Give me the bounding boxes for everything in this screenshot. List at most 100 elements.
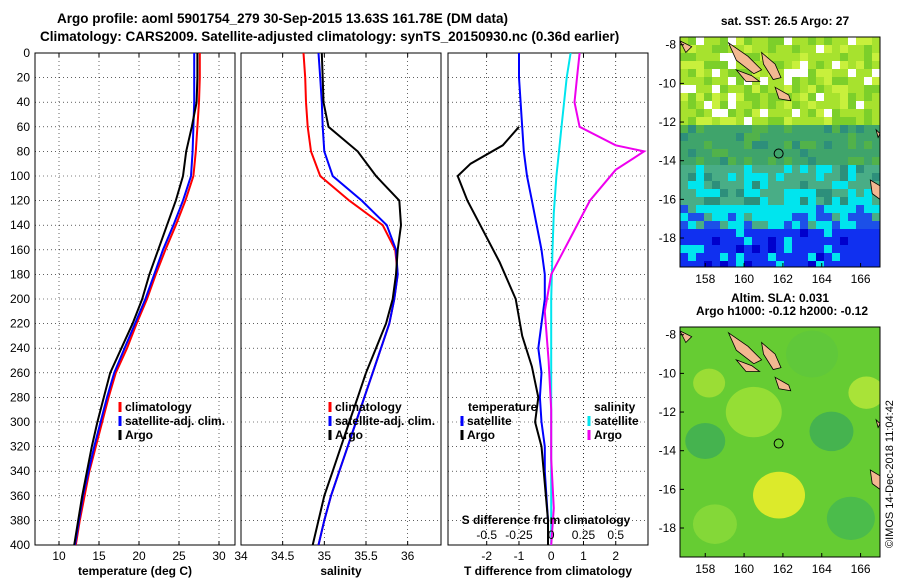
sst-cell bbox=[840, 205, 848, 213]
sst-cell bbox=[704, 109, 712, 117]
sst-cell bbox=[832, 245, 840, 253]
sst-cell bbox=[824, 45, 832, 53]
sst-cell bbox=[680, 61, 688, 69]
sst-cell bbox=[784, 125, 792, 133]
sst-cell bbox=[832, 229, 840, 237]
sst-cell bbox=[872, 85, 880, 93]
sst-cell bbox=[848, 229, 856, 237]
sst-cell bbox=[736, 261, 744, 267]
sst-cell bbox=[680, 125, 688, 133]
sst-cell bbox=[720, 229, 728, 237]
y-tick-label: 280 bbox=[10, 390, 30, 404]
legend-title-temperature: temperature bbox=[468, 400, 538, 414]
sst-cell bbox=[824, 261, 832, 267]
sst-cell bbox=[760, 85, 768, 93]
sst-cell bbox=[760, 101, 768, 109]
sst-cell bbox=[728, 77, 736, 85]
sst-cell bbox=[848, 133, 856, 141]
sst-cell bbox=[816, 37, 824, 45]
sst-cell bbox=[728, 93, 736, 101]
series-line-t-satellite bbox=[518, 53, 549, 545]
sst-cell bbox=[856, 173, 864, 181]
sst-cell bbox=[840, 221, 848, 229]
sst-cell bbox=[696, 133, 704, 141]
x2-tick-label: -0.5 bbox=[476, 528, 497, 542]
sst-cell bbox=[824, 141, 832, 149]
sst-cell bbox=[768, 133, 776, 141]
sst-cell bbox=[704, 77, 712, 85]
sst-cell bbox=[704, 85, 712, 93]
sst-cell bbox=[744, 37, 752, 45]
island-shape bbox=[727, 331, 763, 365]
x2-tick-label: -0.25 bbox=[505, 528, 533, 542]
sst-cell bbox=[824, 133, 832, 141]
sst-cell bbox=[856, 109, 864, 117]
x2-axis-label: S difference from climatology bbox=[462, 513, 631, 527]
sst-cell bbox=[752, 173, 760, 181]
sst-cell bbox=[872, 173, 880, 181]
sst-cell bbox=[824, 117, 832, 125]
map-y-tick-label: -18 bbox=[659, 231, 677, 245]
sst-cell bbox=[808, 37, 816, 45]
sst-cell bbox=[696, 245, 704, 253]
sst-cell bbox=[840, 45, 848, 53]
sst-cell bbox=[792, 61, 800, 69]
sst-cell bbox=[856, 245, 864, 253]
sst-cell bbox=[792, 261, 800, 267]
sst-cell bbox=[776, 205, 784, 213]
sst-cell bbox=[832, 237, 840, 245]
sst-cell bbox=[816, 133, 824, 141]
grid bbox=[35, 52, 235, 546]
sst-cell bbox=[696, 229, 704, 237]
sst-cell bbox=[768, 181, 776, 189]
sst-cell bbox=[816, 69, 824, 77]
sst-cell bbox=[752, 101, 760, 109]
series-line-s-argo bbox=[543, 53, 647, 545]
sst-cell bbox=[848, 189, 856, 197]
sst-cell bbox=[712, 205, 720, 213]
island-shape bbox=[735, 358, 761, 372]
x-tick-label: 25 bbox=[172, 549, 186, 563]
sst-cell bbox=[840, 93, 848, 101]
sst-cell bbox=[864, 213, 872, 221]
sst-cell bbox=[776, 197, 784, 205]
sst-cell bbox=[808, 253, 816, 261]
sst-cell bbox=[784, 189, 792, 197]
sst-cell bbox=[856, 93, 864, 101]
y-tick-label: 340 bbox=[10, 464, 30, 478]
sst-cell bbox=[688, 261, 696, 267]
sst-cell bbox=[848, 197, 856, 205]
temperature-panel: 10 15 20 25 30 temperature (deg C) 0 20 40 60 80 10… bbox=[10, 46, 236, 578]
sst-cell bbox=[712, 197, 720, 205]
sst-cell bbox=[872, 101, 880, 109]
sst-cell bbox=[840, 253, 848, 261]
sst-cell bbox=[776, 45, 784, 53]
sst-cell bbox=[824, 189, 832, 197]
sst-cell bbox=[824, 173, 832, 181]
sst-cell bbox=[696, 213, 704, 221]
sst-cell bbox=[704, 245, 712, 253]
sst-cell bbox=[688, 69, 696, 77]
map-x-tick-label: 162 bbox=[773, 272, 793, 286]
sst-cell bbox=[728, 213, 736, 221]
sst-map-title: sat. SST: 26.5 Argo: 27 bbox=[721, 14, 850, 28]
sst-cell bbox=[752, 213, 760, 221]
sst-cell bbox=[784, 149, 792, 157]
sst-cell bbox=[768, 165, 776, 173]
sst-cell bbox=[872, 61, 880, 69]
sst-cell bbox=[800, 117, 808, 125]
sst-cell bbox=[712, 245, 720, 253]
sst-cell bbox=[704, 117, 712, 125]
sst-cell bbox=[848, 61, 856, 69]
sst-cell bbox=[752, 133, 760, 141]
sst-cell bbox=[728, 261, 736, 267]
sst-cell bbox=[696, 253, 704, 261]
sst-cell bbox=[800, 61, 808, 69]
sst-cell bbox=[688, 133, 696, 141]
sst-cell bbox=[800, 229, 808, 237]
sst-cell bbox=[800, 77, 808, 85]
sst-cell bbox=[824, 37, 832, 45]
sst-cell bbox=[752, 157, 760, 165]
sst-cell bbox=[776, 229, 784, 237]
sst-cell bbox=[808, 229, 816, 237]
